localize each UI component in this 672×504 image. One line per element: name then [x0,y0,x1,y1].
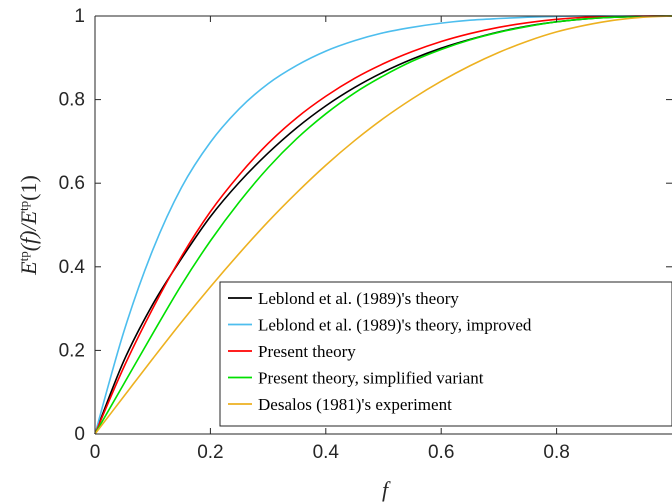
legend-label-4: Desalos (1981)'s experiment [258,395,452,414]
legend-label-1: Leblond et al. (1989)'s theory, improved [258,316,532,335]
legend: Leblond et al. (1989)'s theory Leblond et… [219,281,672,427]
y-tick-label: 1 [74,6,85,27]
x-tick-label: 0.2 [197,442,223,463]
y-tick-label: 0.6 [59,173,85,194]
y-tick-label: 0.4 [59,257,86,278]
x-axis-label: f [382,477,391,502]
y-tick-label: 0.8 [59,90,85,111]
legend-label-0: Leblond et al. (1989)'s theory [258,289,459,308]
series-lines [94,15,672,435]
y-axis-label: Etp(f)/Etp(1) [16,175,41,276]
axes [94,15,672,435]
legend-label-3: Present theory, simplified variant [258,369,484,388]
series-line-2 [94,15,672,435]
series-line-3 [94,15,672,435]
series-line-4 [94,15,672,435]
x-tick-label: 0.6 [428,442,454,463]
x-tick-label: 0 [90,442,101,463]
x-tick-label: 0.4 [313,442,340,463]
y-tick-label: 0 [74,424,85,445]
x-tick-label: 0.8 [543,442,569,463]
y-tick-label: 0.2 [59,340,85,361]
legend-label-2: Present theory [258,342,356,361]
legend-box [219,281,672,427]
ticks: 0 0.2 0.4 0.6 0.8 0 0.2 0.4 0.6 0.8 1 [59,6,672,463]
legend-items: Leblond et al. (1989)'s theory Leblond et… [228,289,532,414]
